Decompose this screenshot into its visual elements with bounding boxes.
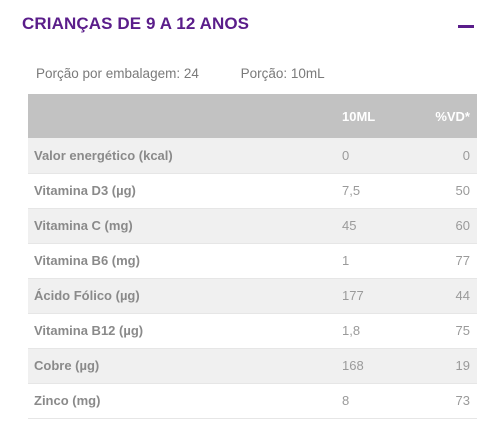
accordion-header[interactable]: CRIANÇAS DE 9 A 12 ANOS (0, 0, 500, 56)
column-header-vd: %VD* (435, 108, 470, 124)
nutrient-amount: 45 (342, 208, 422, 244)
nutrient-amount: 1 (342, 243, 422, 279)
table-row: Vitamina D3 (µg) 7,5 50 (28, 173, 477, 209)
nutrient-vd: 0 (422, 138, 477, 174)
nutrient-vd: 75 (422, 313, 477, 349)
table-header-row: 10ML %VD* (28, 94, 477, 138)
column-header-10ml: 10ML (342, 108, 376, 124)
nutrient-vd: 44 (422, 278, 477, 314)
minus-icon[interactable] (458, 18, 474, 34)
table-row: Cobre (µg) 168 19 (28, 348, 477, 384)
nutrient-name: Vitamina B6 (mg) (28, 243, 342, 279)
nutrient-amount: 1,8 (342, 313, 422, 349)
nutrient-name: Vitamina D3 (µg) (28, 173, 342, 209)
nutrition-table: 10ML %VD* Valor energético (kcal) 0 0 Vi… (28, 94, 477, 419)
table-row: Zinco (mg) 8 73 (28, 383, 477, 419)
nutrient-vd: 73 (422, 383, 477, 419)
section-title: CRIANÇAS DE 9 A 12 ANOS (22, 14, 250, 33)
column-header-nutrient (28, 94, 342, 138)
nutrient-name: Vitamina C (mg) (28, 208, 342, 244)
nutrient-amount: 177 (342, 278, 422, 314)
serving-size: Porção: 10mL (240, 66, 325, 81)
minus-bar (458, 25, 474, 28)
nutrient-name: Valor energético (kcal) (28, 138, 342, 174)
nutrient-vd: 60 (422, 208, 477, 244)
portion-info: Porção por embalagem: 24 Porção: 10mL (36, 66, 325, 81)
table-row: Vitamina C (mg) 45 60 (28, 208, 477, 244)
nutrient-vd: 19 (422, 348, 477, 384)
nutrient-name: Vitamina B12 (µg) (28, 313, 342, 349)
nutrient-name: Ácido Fólico (µg) (28, 278, 342, 314)
nutrient-vd: 77 (422, 243, 477, 279)
nutrient-amount: 8 (342, 383, 422, 419)
nutrient-vd: 50 (422, 173, 477, 209)
nutrient-amount: 0 (342, 138, 422, 174)
nutrient-amount: 168 (342, 348, 422, 384)
nutrient-name: Cobre (µg) (28, 348, 342, 384)
table-row: Valor energético (kcal) 0 0 (28, 138, 477, 174)
nutrient-name: Zinco (mg) (28, 383, 342, 419)
servings-per-package: Porção por embalagem: 24 (36, 66, 199, 81)
table-row: Vitamina B6 (mg) 1 77 (28, 243, 477, 279)
table-row: Vitamina B12 (µg) 1,8 75 (28, 313, 477, 349)
nutrient-amount: 7,5 (342, 173, 422, 209)
table-row: Ácido Fólico (µg) 177 44 (28, 278, 477, 314)
